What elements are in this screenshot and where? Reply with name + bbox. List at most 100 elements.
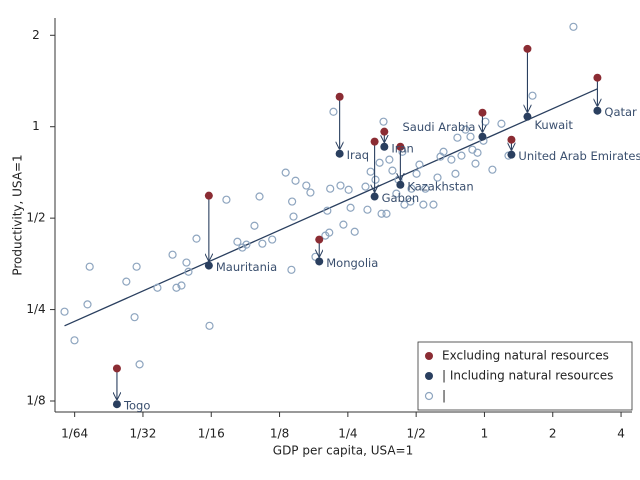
country-point [457,151,466,160]
x-tick-label: 1/32 [129,427,156,441]
y-tick-label: 1/8 [26,394,45,408]
country-point [258,239,267,248]
country-point [344,185,353,194]
excluding-point [204,191,213,200]
country-label: Gabon [382,191,420,205]
country-point [329,107,338,116]
excluding-point [335,92,344,101]
country-point [177,281,186,290]
including-point [478,132,487,141]
country-point [122,277,131,286]
country-point [323,206,332,215]
including-point [593,106,602,115]
country-point [363,205,372,214]
including-point [112,400,121,409]
country-label: Qatar [604,105,637,119]
x-tick-label: 1/16 [198,427,225,441]
country-point [361,182,370,191]
y-tick-label: 2 [32,28,40,42]
legend-box [417,341,633,411]
country-point [429,200,438,209]
y-tick-label: 1/4 [26,302,45,316]
x-tick-label: 1/64 [61,427,88,441]
country-point [336,181,345,190]
country-point [447,155,456,164]
including-point [335,149,344,158]
including-point [370,192,379,201]
including-point [315,257,324,266]
including-point [380,142,389,151]
country-label: Kazakhstan [407,179,473,193]
y-tick-label: 1 [32,119,40,133]
including-point [507,150,516,159]
y-axis-title: Productivity, USA=1 [11,154,25,275]
country-label: United Arab Emirates [518,149,640,163]
country-point [375,158,384,167]
excluding-point [523,44,532,53]
country-point [135,360,144,369]
country-point [461,125,470,134]
country-point [132,262,141,271]
country-label: Iraq [347,148,369,162]
country-point [153,283,162,292]
legend-label: | [442,389,446,403]
country-point [379,117,388,126]
including-point [204,261,213,270]
excluding-point [478,108,487,117]
country-point [192,234,201,243]
country-label: Mauritania [216,260,277,274]
country-point [302,181,311,190]
country-point [473,148,482,157]
x-tick-label: 1/4 [338,427,357,441]
country-point [130,313,139,322]
country-point [569,22,578,31]
country-point [371,175,380,184]
country-point [281,168,290,177]
including-point [523,112,532,121]
country-point [288,197,297,206]
country-label: Mongolia [326,256,378,270]
country-point [488,165,497,174]
country-point [453,133,462,142]
country-point [242,240,251,249]
country-point [419,200,428,209]
country-point [388,166,397,175]
country-point [255,192,264,201]
legend-marker [424,391,434,401]
excluding-point [112,364,121,373]
country-point [528,91,537,100]
country-point [407,184,416,193]
country-point [205,321,214,330]
country-point [222,195,231,204]
x-tick-label: 4 [617,427,625,441]
y-tick-label: 1/2 [26,211,45,225]
country-label: Kuwait [534,118,573,132]
excluding-point [593,73,602,82]
legend-marker [425,372,433,380]
excluding-point [507,135,516,144]
excluding-point [370,137,379,146]
country-point [415,160,424,169]
country-point [287,265,296,274]
x-tick-label: 1/2 [406,427,425,441]
country-point [306,188,315,197]
country-point [168,250,177,259]
country-point [326,184,335,193]
country-point [325,228,334,237]
x-axis-title: GDP per capita, USA=1 [273,444,413,458]
country-label: Saudi Arabia [402,120,475,134]
country-point [85,262,94,271]
country-point [289,212,298,221]
country-point [291,176,300,185]
country-point [385,155,394,164]
country-point [172,283,181,292]
country-point [412,169,421,178]
country-point [182,258,191,267]
x-tick-label: 1/8 [270,427,289,441]
country-point [346,203,355,212]
country-point [350,227,359,236]
country-point [60,307,69,316]
legend-marker [425,352,433,360]
country-point [377,209,386,218]
